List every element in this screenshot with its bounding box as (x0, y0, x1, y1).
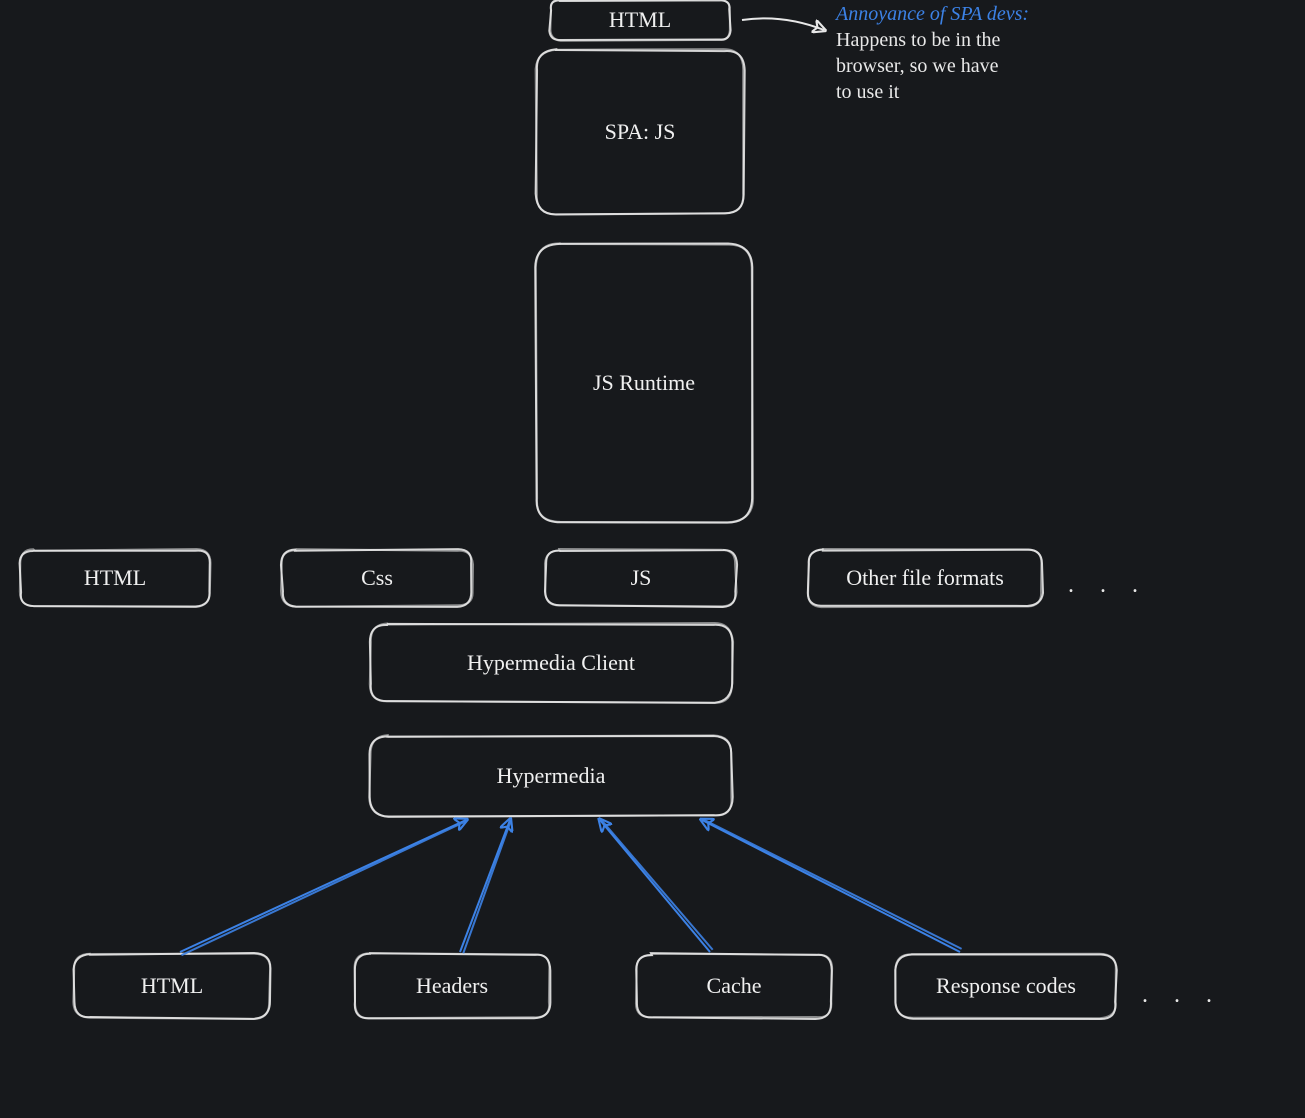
node-label-js_row: JS (631, 565, 652, 590)
annotation-arrow (742, 18, 824, 30)
node-label-response_bottom: Response codes (936, 973, 1076, 998)
node-label-hypermedia_client: Hypermedia Client (467, 650, 635, 675)
node-label-css_row: Css (361, 565, 393, 590)
node-label-spa_js: SPA: JS (605, 119, 676, 144)
annotation: Annoyance of SPA devs: Happens to be in t… (834, 3, 1029, 103)
node-cache_bottom: Cache (636, 953, 832, 1019)
blue-arrow-1 (460, 820, 511, 953)
node-js_runtime: JS Runtime (535, 243, 753, 522)
node-spa_js: SPA: JS (536, 49, 745, 215)
annotation-line-1: browser, so we have (836, 55, 999, 77)
blue-arrow-0 (180, 820, 466, 955)
node-label-html_top: HTML (609, 7, 671, 32)
annotation-line-0: Happens to be in the (836, 29, 1001, 51)
node-html_bottom: HTML (73, 953, 270, 1019)
node-label-js_runtime: JS Runtime (593, 370, 695, 395)
node-html_row: HTML (20, 549, 211, 607)
node-label-html_bottom: HTML (141, 973, 203, 998)
diagram-canvas: HTML SPA: JS JS Runtime HTML Css JS Other file… (0, 0, 1305, 1118)
node-html_top: HTML (549, 0, 730, 41)
node-label-other_row: Other file formats (846, 565, 1004, 590)
node-label-cache_bottom: Cache (707, 973, 762, 998)
annotation-title: Annoyance of SPA devs: (834, 3, 1029, 25)
node-label-hypermedia: Hypermedia (497, 763, 606, 788)
annotation-line-2: to use it (836, 81, 900, 103)
node-label-headers_bottom: Headers (416, 973, 488, 998)
node-js_row: JS (545, 549, 737, 607)
node-css_row: Css (281, 549, 473, 607)
blue-arrow-2 (600, 819, 713, 952)
blue-arrow-3 (702, 819, 962, 952)
node-response_bottom: Response codes (895, 954, 1116, 1019)
node-hypermedia: Hypermedia (369, 735, 733, 817)
ellipsis-1: . . . (1142, 982, 1222, 1008)
ellipsis-0: . . . (1068, 572, 1148, 598)
node-other_row: Other file formats (808, 549, 1043, 607)
node-label-html_row: HTML (84, 565, 146, 590)
node-headers_bottom: Headers (355, 953, 551, 1018)
node-hypermedia_client: Hypermedia Client (370, 623, 733, 703)
